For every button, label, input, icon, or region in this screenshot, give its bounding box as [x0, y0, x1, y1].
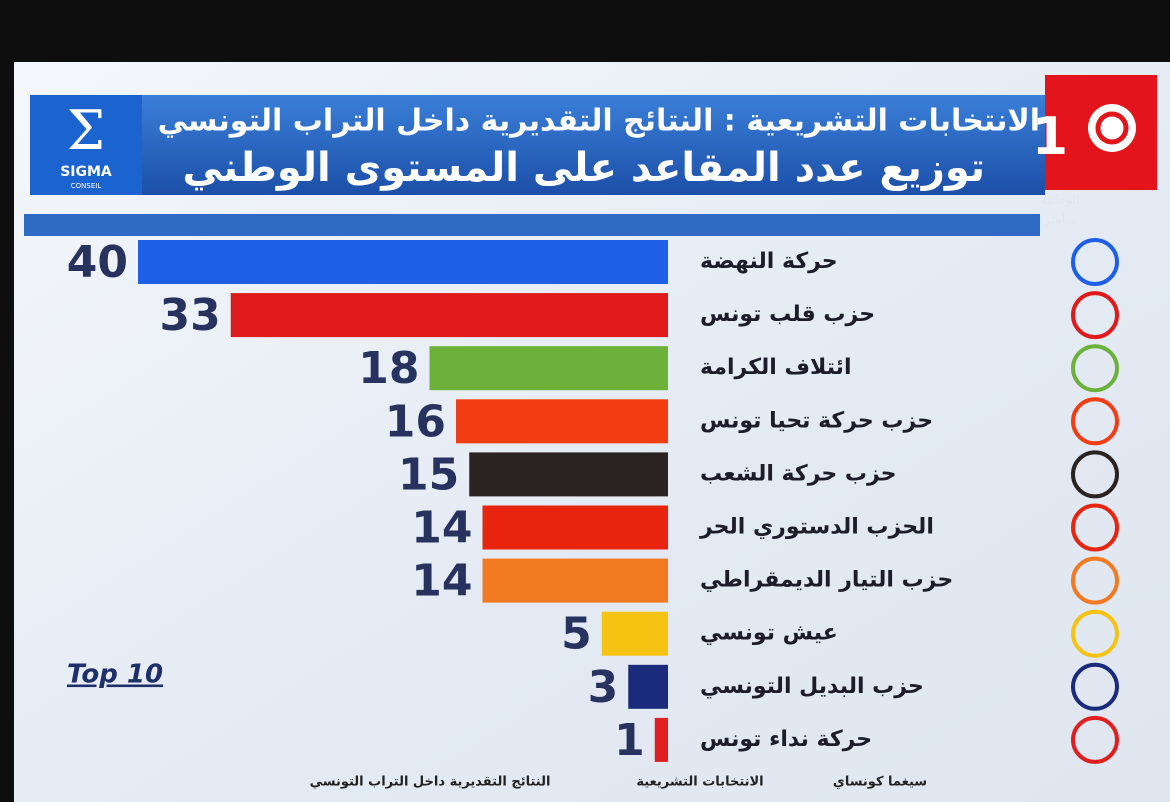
header-band — [30, 95, 1045, 195]
footer: سيغما كونساي الانتخابات التشريعية النتائج … — [310, 775, 928, 790]
value-label: 3 — [588, 662, 619, 713]
channel-live: مباشر — [1043, 213, 1077, 228]
bar — [601, 611, 668, 656]
channel-name: الوطنية — [1040, 193, 1079, 208]
bar — [138, 240, 668, 284]
flag-disc — [1088, 104, 1136, 152]
party-logo — [1071, 397, 1119, 446]
footer-text: الانتخابات التشريعية — [636, 775, 763, 790]
value-label: 33 — [160, 290, 221, 341]
value-label: 14 — [411, 503, 472, 554]
category-label: حزب حركة الشعب — [700, 461, 897, 486]
header-line2: توزيع عدد المقاعد على المستوى الوطني — [182, 145, 985, 191]
bar — [628, 664, 668, 709]
bar — [456, 399, 668, 444]
party-logo — [1071, 662, 1119, 711]
party-logo — [1071, 609, 1119, 658]
bar — [230, 293, 668, 338]
top-note: Top 10 — [67, 660, 163, 690]
flag-crescent — [1095, 111, 1129, 145]
divider-stripe — [24, 214, 1040, 236]
party-logo — [1071, 715, 1119, 764]
bar — [482, 505, 668, 550]
category-label: حزب البديل التونسي — [700, 674, 924, 699]
footer-text: سيغما كونساي — [833, 775, 927, 790]
party-logo — [1071, 291, 1119, 340]
value-label: 1 — [614, 715, 645, 766]
category-label: حزب التيار الديمقراطي — [700, 568, 953, 593]
bar — [654, 717, 668, 762]
value-label: 40 — [67, 237, 128, 288]
category-label: حركة النهضة — [700, 249, 838, 274]
value-label: 16 — [385, 396, 446, 447]
bar — [482, 558, 668, 603]
category-label: ائتلاف الكرامة — [700, 355, 852, 380]
bar — [429, 346, 668, 391]
bar — [469, 452, 668, 497]
value-label: 18 — [358, 343, 419, 394]
logo-box — [30, 95, 142, 195]
category-label: حركة نداء تونس — [700, 727, 872, 752]
header-line1: الانتخابات التشريعية : النتائج التقديرية… — [158, 104, 1040, 139]
footer-text: النتائج التقديرية داخل التراب التونسي — [310, 775, 551, 790]
party-logo — [1071, 503, 1119, 552]
category-label: عيش تونسي — [700, 621, 838, 646]
party-logo — [1071, 238, 1119, 286]
party-logo — [1071, 556, 1119, 605]
party-logo — [1071, 344, 1119, 393]
value-label: 5 — [561, 609, 592, 660]
logo-sub: CONSEIL — [71, 182, 102, 190]
logo-sigma-symbol: Σ — [67, 99, 105, 162]
category-label: حزب قلب تونس — [700, 302, 875, 327]
value-label: 14 — [411, 556, 472, 607]
value-label: 15 — [398, 449, 459, 500]
party-logo — [1071, 450, 1119, 499]
channel-number: 1 — [1032, 107, 1068, 167]
logo-name: SIGMA — [60, 164, 112, 180]
category-label: الحزب الدستوري الحر — [699, 515, 934, 540]
category-label: حزب حركة تحيا تونس — [700, 408, 933, 433]
